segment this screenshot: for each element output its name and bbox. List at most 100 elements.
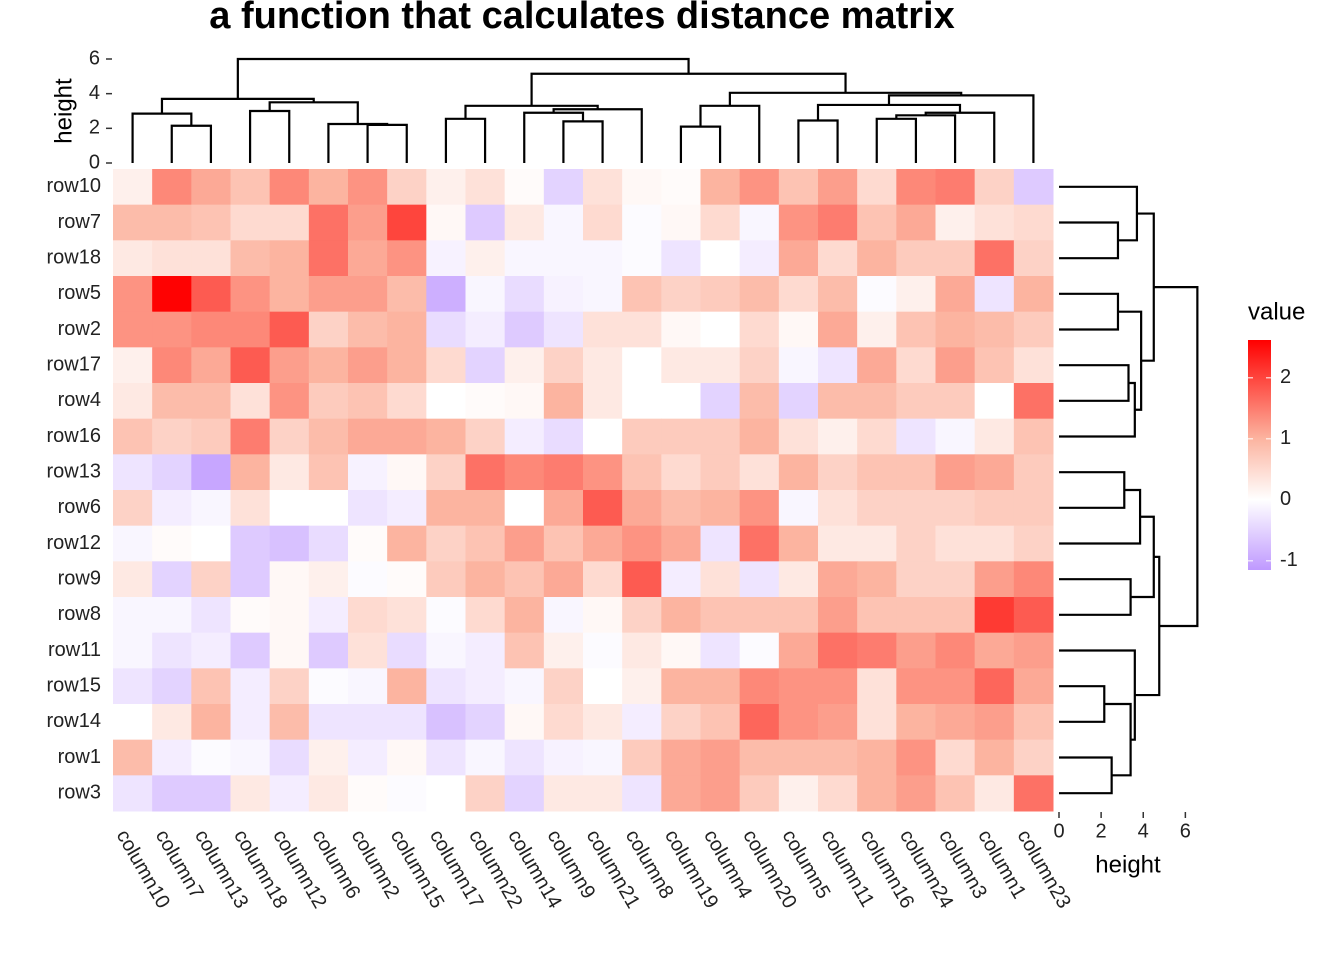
heatmap-cell [269, 632, 310, 669]
heatmap-cell [935, 490, 976, 527]
heatmap-cell [230, 490, 271, 527]
heatmap-cell [935, 775, 976, 812]
heatmap-cell [308, 525, 349, 562]
heatmap-cell [1013, 383, 1054, 420]
row-label: row18 [47, 246, 101, 268]
legend-tick-label: -1 [1280, 549, 1298, 571]
heatmap-cell [426, 204, 466, 241]
heatmap-cell [113, 739, 153, 776]
heatmap-cell [818, 276, 858, 313]
heatmap-cell [504, 490, 545, 527]
heatmap-cell [152, 454, 192, 491]
dendrogram-branch [1059, 381, 1136, 438]
heatmap-cell [739, 169, 780, 206]
heatmap-cell [387, 311, 427, 348]
heatmap-cell [269, 383, 310, 420]
heatmap-cell [426, 525, 466, 562]
heatmap-cell [818, 775, 858, 812]
heatmap-cell [426, 775, 466, 812]
heatmap-cell [1013, 668, 1054, 705]
heatmap-cell [857, 775, 897, 812]
dendrogram-branch [366, 123, 408, 163]
heatmap-cell [1013, 525, 1054, 562]
heatmap-cell [504, 632, 545, 669]
heatmap-cell [230, 561, 271, 598]
heatmap-cell [974, 525, 1015, 562]
heatmap-cell [583, 311, 623, 348]
heatmap-cell [113, 204, 153, 241]
heatmap-cell [504, 668, 545, 705]
heatmap-cell [857, 383, 897, 420]
heatmap-cell [935, 240, 976, 277]
heatmap-cell [113, 525, 153, 562]
row-dendrogram-axis-title: height [1095, 851, 1161, 878]
y-tick-label: 2 [89, 117, 100, 139]
dendrogram-branch [444, 117, 487, 163]
heatmap-cell [739, 240, 780, 277]
heatmap-cell [700, 347, 741, 384]
heatmap-cell [700, 632, 741, 669]
heatmap-cell [426, 704, 466, 741]
heatmap-cell [583, 490, 623, 527]
heatmap-cell [857, 632, 897, 669]
row-label: row3 [58, 781, 101, 803]
row-label: row4 [58, 389, 101, 411]
heatmap-cell [896, 632, 936, 669]
heatmap-cell [661, 561, 701, 598]
heatmap-cell [387, 525, 427, 562]
heatmap-cell [230, 276, 271, 313]
row-label: row11 [48, 639, 101, 661]
heatmap-cell [661, 204, 701, 241]
heatmap-cell [778, 276, 819, 313]
x-tick-label: 2 [1096, 820, 1107, 842]
dendrogram-branch [797, 119, 839, 163]
heatmap-cell [543, 347, 584, 384]
heatmap-cell [191, 347, 231, 384]
heatmap-cell [896, 418, 936, 455]
heatmap-cell [1013, 739, 1054, 776]
heatmap-cell [543, 597, 584, 634]
heatmap-cell [778, 454, 819, 491]
heatmap-cell [700, 311, 741, 348]
heatmap-cell [113, 383, 153, 420]
heatmap-cell [113, 169, 153, 206]
heatmap-cell [426, 561, 466, 598]
heatmap-cell [661, 490, 701, 527]
heatmap-cell [465, 311, 506, 348]
heatmap-cell [1013, 454, 1054, 491]
heatmap-cell [818, 739, 858, 776]
heatmap-cell [622, 204, 662, 241]
heatmap-cell [896, 204, 936, 241]
dendrogram-branch [523, 111, 585, 163]
heatmap-cell [191, 454, 231, 491]
heatmap-cell [739, 418, 780, 455]
heatmap-cell [778, 775, 819, 812]
heatmap-cell [348, 383, 388, 420]
heatmap-cell [230, 311, 271, 348]
heatmap-cell [387, 418, 427, 455]
heatmap-cell [700, 597, 741, 634]
heatmap-cell [583, 525, 623, 562]
heatmap-cell [465, 240, 506, 277]
heatmap-cell [230, 775, 271, 812]
heatmap-cell [700, 169, 741, 206]
heatmap-cell [739, 454, 780, 491]
heatmap-cell [778, 169, 819, 206]
heatmap-cell [152, 632, 192, 669]
heatmap-cell [583, 169, 623, 206]
heatmap-cell [974, 597, 1015, 634]
heatmap-cell [387, 632, 427, 669]
heatmap-cell [583, 347, 623, 384]
heatmap-cell [465, 668, 506, 705]
dendrogram-branch [552, 108, 643, 163]
heatmap-cell [661, 704, 701, 741]
heatmap-cell [504, 347, 545, 384]
heatmap-cell [191, 383, 231, 420]
x-tick-label: 4 [1138, 820, 1149, 842]
heatmap-cell [543, 561, 584, 598]
heatmap-cell [974, 311, 1015, 348]
heatmap-cell [935, 418, 976, 455]
heatmap-cell [191, 240, 231, 277]
heatmap-cell [426, 632, 466, 669]
heatmap-cell [113, 276, 153, 313]
